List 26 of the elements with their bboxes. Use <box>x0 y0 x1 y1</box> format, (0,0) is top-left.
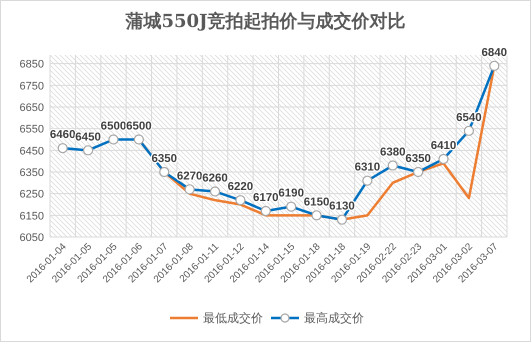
data-label: 6380 <box>380 146 406 158</box>
y-tick-label: 6850 <box>20 58 44 71</box>
data-label: 6500 <box>126 120 152 132</box>
y-tick-label: 6750 <box>20 80 44 92</box>
y-tick-label: 6050 <box>20 232 44 244</box>
legend-label: 最低成交价 <box>203 311 263 325</box>
y-tick-label: 6550 <box>20 124 44 136</box>
y-tick-label: 6450 <box>20 145 44 158</box>
y-tick-label: 6350 <box>20 167 44 179</box>
y-tick-label: 6150 <box>20 210 44 222</box>
data-label: 6170 <box>253 192 279 204</box>
data-label: 6840 <box>482 46 508 59</box>
data-label: 6350 <box>405 153 431 165</box>
y-tick-label: 6250 <box>20 188 44 201</box>
data-label: 6220 <box>228 181 254 194</box>
y-tick-label: 6650 <box>20 102 44 114</box>
data-label: 6260 <box>202 172 228 184</box>
data-label: 6450 <box>75 131 101 144</box>
data-label: 6500 <box>100 120 126 132</box>
legend-label: 最高成交价 <box>304 311 364 325</box>
chart-title: 蒲城550J竞拍起拍价与成交价对比 <box>124 11 406 32</box>
data-label: 6460 <box>50 129 76 142</box>
data-label: 6190 <box>278 188 304 200</box>
data-label: 6270 <box>176 170 202 182</box>
data-label: 6310 <box>354 162 380 174</box>
data-label: 6150 <box>304 196 330 208</box>
